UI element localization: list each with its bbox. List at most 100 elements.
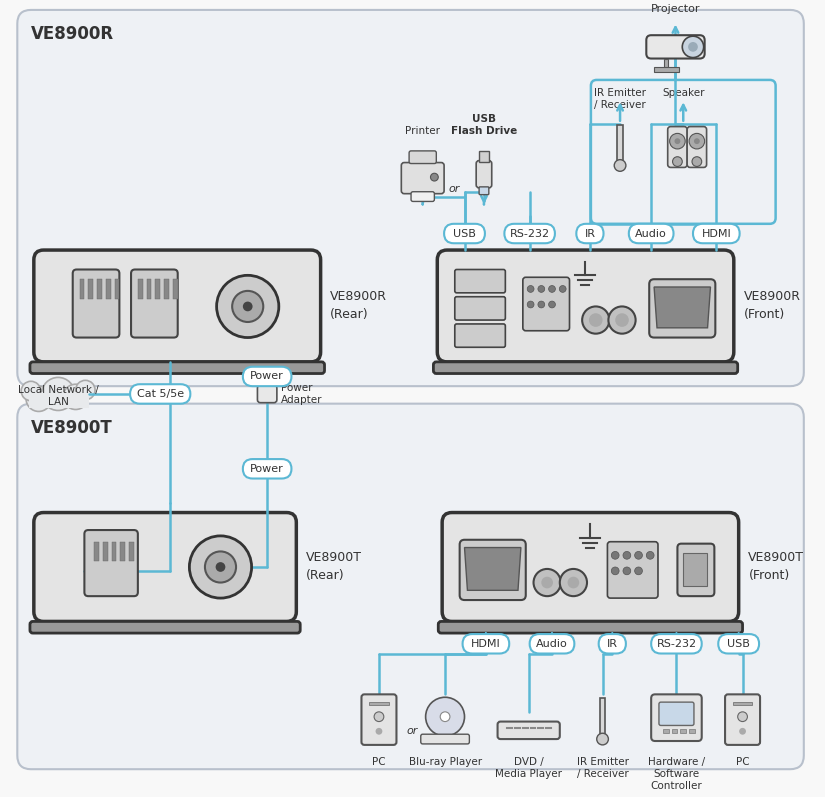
Text: Printer: Printer xyxy=(405,126,441,136)
Bar xyxy=(79,279,84,299)
Circle shape xyxy=(689,133,705,149)
FancyBboxPatch shape xyxy=(607,542,658,598)
Circle shape xyxy=(692,157,702,167)
Circle shape xyxy=(596,733,608,745)
FancyBboxPatch shape xyxy=(421,734,469,744)
FancyBboxPatch shape xyxy=(659,702,694,725)
FancyBboxPatch shape xyxy=(476,161,492,188)
Circle shape xyxy=(541,577,553,588)
Circle shape xyxy=(623,552,631,559)
Text: Power
Adapter: Power Adapter xyxy=(280,383,323,405)
FancyBboxPatch shape xyxy=(455,269,506,292)
FancyBboxPatch shape xyxy=(444,224,485,243)
Text: HDMI: HDMI xyxy=(471,638,501,649)
Text: VE8900T
(Front): VE8900T (Front) xyxy=(748,552,804,583)
FancyBboxPatch shape xyxy=(34,250,321,362)
Bar xyxy=(120,542,125,561)
FancyBboxPatch shape xyxy=(463,634,509,654)
Circle shape xyxy=(623,567,631,575)
Text: IR Emitter
/ Receiver: IR Emitter / Receiver xyxy=(594,88,646,110)
FancyBboxPatch shape xyxy=(73,269,120,338)
FancyBboxPatch shape xyxy=(719,634,759,654)
FancyBboxPatch shape xyxy=(17,10,804,387)
FancyBboxPatch shape xyxy=(257,385,277,402)
Circle shape xyxy=(205,552,236,583)
Text: USB
Flash Drive: USB Flash Drive xyxy=(450,114,517,136)
FancyBboxPatch shape xyxy=(243,367,291,387)
Circle shape xyxy=(611,552,619,559)
Text: VE8900R: VE8900R xyxy=(31,26,114,44)
Circle shape xyxy=(441,712,450,721)
Text: RS-232: RS-232 xyxy=(657,638,696,649)
Circle shape xyxy=(26,387,51,411)
Text: or: or xyxy=(448,184,460,194)
Circle shape xyxy=(549,301,555,308)
FancyBboxPatch shape xyxy=(437,250,733,362)
Circle shape xyxy=(217,275,279,338)
Text: Hardware /
Software
Controller: Hardware / Software Controller xyxy=(648,756,705,791)
Text: Cat 5/5e: Cat 5/5e xyxy=(137,389,184,399)
Bar xyxy=(662,729,669,733)
FancyBboxPatch shape xyxy=(30,362,324,374)
Circle shape xyxy=(608,306,635,334)
Circle shape xyxy=(374,712,384,721)
Text: DVD /
Media Player: DVD / Media Player xyxy=(495,756,562,779)
FancyBboxPatch shape xyxy=(629,224,673,243)
Circle shape xyxy=(682,36,704,57)
FancyBboxPatch shape xyxy=(409,151,436,163)
Circle shape xyxy=(41,378,75,410)
FancyBboxPatch shape xyxy=(523,277,569,331)
Circle shape xyxy=(634,552,643,559)
Bar xyxy=(173,279,177,299)
Circle shape xyxy=(243,301,252,312)
FancyBboxPatch shape xyxy=(460,540,526,600)
Polygon shape xyxy=(654,287,710,328)
Text: Power: Power xyxy=(250,371,284,382)
Bar xyxy=(103,542,108,561)
Circle shape xyxy=(560,569,587,596)
Bar xyxy=(29,392,89,407)
FancyBboxPatch shape xyxy=(130,384,191,403)
FancyBboxPatch shape xyxy=(455,324,506,347)
Circle shape xyxy=(190,536,252,598)
Text: PC: PC xyxy=(736,756,749,767)
Text: Speaker: Speaker xyxy=(662,88,705,98)
FancyBboxPatch shape xyxy=(530,634,574,654)
Circle shape xyxy=(63,384,88,410)
Text: or: or xyxy=(407,726,417,736)
Bar xyxy=(664,58,667,69)
Bar xyxy=(689,729,695,733)
Circle shape xyxy=(634,567,643,575)
Circle shape xyxy=(538,301,544,308)
FancyBboxPatch shape xyxy=(34,512,296,622)
Text: VE8900T
(Rear): VE8900T (Rear) xyxy=(306,552,362,583)
Circle shape xyxy=(534,569,561,596)
FancyBboxPatch shape xyxy=(677,544,714,596)
Bar xyxy=(94,542,99,561)
Bar xyxy=(115,279,120,299)
Bar xyxy=(681,729,686,733)
Circle shape xyxy=(215,562,225,572)
Bar xyxy=(106,279,111,299)
FancyBboxPatch shape xyxy=(30,622,300,633)
Circle shape xyxy=(694,138,700,144)
Text: VE8900R
(Rear): VE8900R (Rear) xyxy=(330,290,388,321)
FancyBboxPatch shape xyxy=(649,279,715,338)
Bar xyxy=(672,729,677,733)
Circle shape xyxy=(559,285,566,292)
Bar xyxy=(164,279,169,299)
Circle shape xyxy=(670,133,686,149)
FancyBboxPatch shape xyxy=(504,224,555,243)
Circle shape xyxy=(426,697,464,736)
FancyBboxPatch shape xyxy=(651,694,702,741)
Circle shape xyxy=(615,313,629,327)
FancyBboxPatch shape xyxy=(646,35,705,58)
Bar xyxy=(138,279,143,299)
Circle shape xyxy=(76,380,95,400)
Circle shape xyxy=(375,728,382,735)
FancyBboxPatch shape xyxy=(577,224,604,243)
Bar xyxy=(370,702,389,705)
Text: Audio: Audio xyxy=(536,638,568,649)
Text: IR: IR xyxy=(584,229,596,238)
Bar xyxy=(479,151,489,162)
